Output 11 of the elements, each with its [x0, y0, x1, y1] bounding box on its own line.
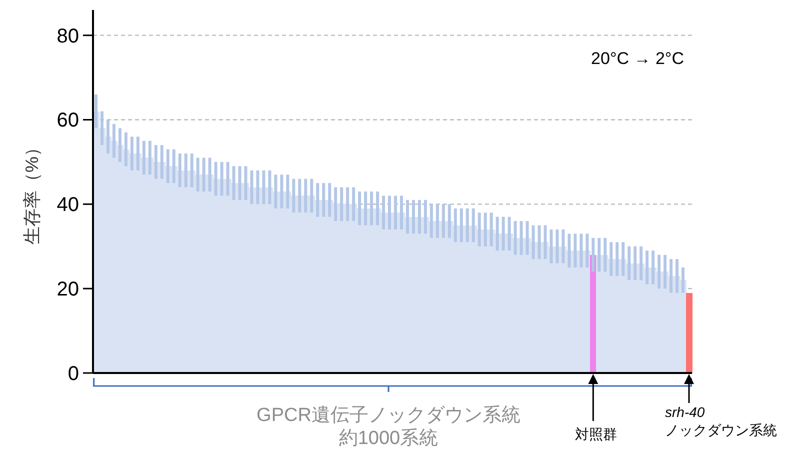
y-tick-label: 20 — [56, 278, 79, 301]
y-tick-label: 60 — [56, 110, 79, 132]
text: 対照群 — [575, 426, 618, 442]
text: srh-40 ノックダウン系統 — [665, 404, 778, 438]
y-tick-label: 80 — [56, 25, 79, 48]
y-tick-label: 0 — [68, 363, 79, 385]
text: GPCR遺伝子ノックダウン系統 — [256, 405, 520, 426]
y-axis-title: 生存率（%） — [22, 138, 42, 245]
annotation: 20°C → 2°C — [591, 49, 684, 68]
y-tick-label: 40 — [56, 194, 79, 216]
text: 約1000系統 — [338, 428, 438, 449]
